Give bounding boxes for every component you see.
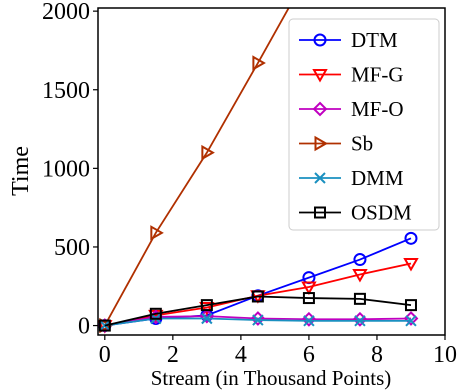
legend-marker-mf-o (312, 101, 328, 117)
legend-label: MF-O (351, 97, 404, 121)
y-tick-label: 0 (78, 314, 90, 340)
plot-frame (97, 7, 446, 336)
data-point-osdm (404, 299, 417, 312)
data-point-dtm (353, 253, 367, 267)
legend-label: DTM (351, 28, 398, 52)
legend-marker-dmm (314, 172, 326, 184)
data-point-mf-g (352, 268, 368, 283)
data-point-dmm (201, 312, 213, 325)
y-axis-label: Time (8, 146, 34, 196)
data-point-dmm (354, 315, 366, 327)
series-line-sb (104, 8, 290, 327)
series-osdm (98, 290, 417, 332)
series-line-osdm (104, 295, 412, 327)
data-point-sb (150, 225, 164, 241)
data-point-osdm (353, 292, 366, 305)
y-tick-label: 2000 (42, 0, 90, 25)
data-point-dmm (252, 314, 264, 326)
series-sb (99, 8, 290, 334)
data-point-dtm (404, 231, 418, 245)
legend-item-dtm: DTM (299, 28, 398, 52)
data-point-dmm (303, 315, 315, 327)
legend-marker-mf-g (312, 69, 328, 83)
data-point-sb (252, 55, 266, 71)
legend-item-dmm: DMM (299, 166, 404, 190)
data-point-osdm (200, 299, 213, 312)
x-axis-label: Stream (in Thousand Points) (151, 366, 392, 390)
data-point-osdm (98, 319, 111, 332)
y-tick-label: 1000 (42, 156, 90, 182)
x-tick-label: 4 (235, 342, 247, 368)
data-point-osdm (302, 292, 315, 305)
data-point-dmm (405, 315, 417, 327)
data-point-sb (201, 144, 215, 161)
legend-label: MF-G (351, 63, 404, 87)
legend-item-osdm: OSDM (299, 201, 412, 225)
series-layer (98, 8, 419, 334)
x-tick-label: 0 (99, 342, 111, 368)
legend-label: DMM (351, 166, 404, 190)
x-tick-label: 6 (303, 342, 315, 368)
axes: 0 2 4 6 8 10 0 500 1000 1500 2000 (42, 0, 457, 368)
data-point-osdm (251, 290, 264, 303)
y-tick-label: 1500 (42, 78, 90, 104)
legend-marker-dtm (313, 33, 327, 47)
legend-marker-osdm (314, 206, 326, 219)
legend-label: OSDM (351, 201, 412, 225)
x-tick-label: 2 (167, 342, 179, 368)
legend-item-mf-o: MF-O (299, 97, 404, 121)
x-tick-label: 8 (371, 342, 383, 368)
data-point-osdm (149, 307, 162, 320)
data-point-mf-g (301, 281, 317, 296)
x-tick-label: 10 (433, 342, 457, 368)
legend-marker-sb (314, 135, 329, 152)
data-point-mf-g (199, 301, 215, 316)
legend-item-sb: Sb (299, 132, 373, 156)
legend: DTM MF-G MF-O Sb DMM OSDM (288, 18, 440, 231)
legend-item-mf-g: MF-G (299, 63, 404, 87)
data-point-mf-g (403, 257, 419, 272)
y-tick-label: 500 (54, 235, 90, 261)
legend-label: Sb (351, 132, 373, 156)
series-line-mf-o (104, 315, 411, 327)
